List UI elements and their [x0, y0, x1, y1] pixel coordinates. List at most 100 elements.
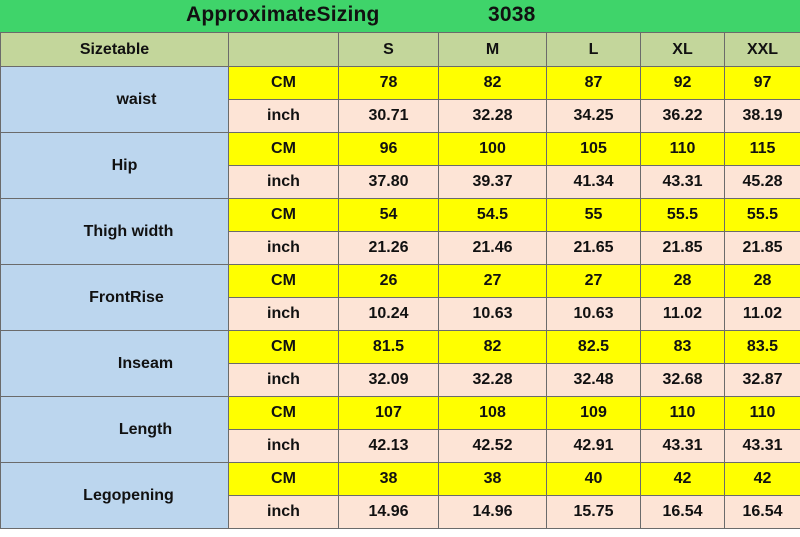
cm-value-cell: 55.5	[640, 198, 725, 232]
cm-value-cell: 82	[438, 330, 547, 364]
unit-inch-label: inch	[228, 495, 339, 529]
measurement-name-cell: Thigh width	[0, 198, 229, 265]
cm-value-cell: 87	[546, 66, 641, 100]
inch-value-cell: 41.34	[546, 165, 641, 199]
inch-value-cell: 43.31	[724, 429, 800, 463]
inch-value-cell: 36.22	[640, 99, 725, 133]
cm-value-cell: 107	[338, 396, 439, 430]
measurement-name-cell: Hip	[0, 132, 229, 199]
header-row: Sizetable S M L XL XXL	[0, 32, 800, 67]
unit-inch-label: inch	[228, 363, 339, 397]
inch-row: inch 10.24 10.63 10.63 11.02 11.02	[1, 297, 800, 331]
inch-value-cell: 32.87	[724, 363, 800, 397]
unit-inch-label: inch	[228, 99, 339, 133]
inch-value-cell: 21.65	[546, 231, 641, 265]
cm-value-cell: 108	[438, 396, 547, 430]
cm-value-cell: 27	[438, 264, 547, 298]
style-code: 3038	[488, 3, 536, 26]
unit-cm-label: CM	[228, 132, 339, 166]
measurement-name: Length	[118, 420, 173, 438]
inch-value-cell: 39.37	[438, 165, 547, 199]
cm-value-cell: 55	[546, 198, 641, 232]
inch-value-cell: 42.52	[438, 429, 547, 463]
cm-row: Thigh width CM 54 54.5 55 55.5 55.5	[0, 198, 800, 265]
inch-value-cell: 11.02	[724, 297, 800, 331]
cm-value-cell: 54.5	[438, 198, 547, 232]
inch-value-cell: 11.02	[640, 297, 725, 331]
cm-row: Inseam CM 81.5 82 82.5 83 83.5	[0, 330, 800, 397]
size-xxl-header: XXL	[724, 32, 800, 67]
cm-value-cell: 54	[338, 198, 439, 232]
cm-value-cell: 55.5	[724, 198, 800, 232]
inch-value-cell: 45.28	[724, 165, 800, 199]
cm-row: FrontRise CM 26 27 27 28 28	[0, 264, 800, 331]
measurement-name-cell: Legopening	[0, 462, 229, 529]
unit-inch-label: inch	[228, 165, 339, 199]
measurement-name: Legopening	[83, 486, 174, 504]
size-xl-header: XL	[640, 32, 725, 67]
cm-value-cell: 26	[338, 264, 439, 298]
size-m-header: M	[438, 32, 547, 67]
unit-cm-label: CM	[228, 396, 339, 430]
measurement-name-cell: Length	[0, 396, 229, 463]
unit-inch-label: inch	[228, 429, 339, 463]
inch-value-cell: 21.26	[338, 231, 439, 265]
inch-value-cell: 14.96	[338, 495, 439, 529]
size-table: Sizetable S M L XL XXL waist CM 78 82 87 92 97…	[0, 32, 800, 529]
cm-value-cell: 42	[724, 462, 800, 496]
unit-cm-label: CM	[228, 330, 339, 364]
cm-value-cell: 82	[438, 66, 547, 100]
cm-value-cell: 78	[338, 66, 439, 100]
inch-value-cell: 32.28	[438, 363, 547, 397]
header-unit	[228, 32, 339, 67]
cm-value-cell: 40	[546, 462, 641, 496]
size-l-header: L	[546, 32, 641, 67]
inch-value-cell: 42.13	[338, 429, 439, 463]
cm-row: Legopening CM 38 38 40 42 42	[0, 462, 800, 529]
inch-value-cell: 32.09	[338, 363, 439, 397]
inch-value-cell: 21.85	[724, 231, 800, 265]
cm-value-cell: 28	[640, 264, 725, 298]
inch-value-cell: 21.46	[438, 231, 547, 265]
cm-value-cell: 42	[640, 462, 725, 496]
inch-value-cell: 10.63	[546, 297, 641, 331]
title-bar: ApproximateSizing 3038	[0, 0, 800, 32]
inch-value-cell: 43.31	[640, 165, 725, 199]
measurement-name: Inseam	[117, 354, 174, 372]
measurement-name: Hip	[111, 156, 138, 174]
cm-value-cell: 110	[640, 132, 725, 166]
inch-value-cell: 14.96	[438, 495, 547, 529]
cm-value-cell: 83	[640, 330, 725, 364]
cm-row: Hip CM 96 100 105 110 115	[0, 132, 800, 199]
inch-value-cell: 32.48	[546, 363, 641, 397]
inch-row: inch 42.13 42.52 42.91 43.31 43.31	[1, 429, 800, 463]
inch-value-cell: 32.28	[438, 99, 547, 133]
unit-cm-label: CM	[228, 462, 339, 496]
inch-value-cell: 34.25	[546, 99, 641, 133]
unit-cm-label: CM	[228, 198, 339, 232]
inch-value-cell: 21.85	[640, 231, 725, 265]
unit-inch-label: inch	[228, 297, 339, 331]
cm-value-cell: 115	[724, 132, 800, 166]
unit-cm-label: CM	[228, 264, 339, 298]
unit-cm-label: CM	[228, 66, 339, 100]
cm-value-cell: 38	[438, 462, 547, 496]
inch-row: inch 37.80 39.37 41.34 43.31 45.28	[1, 165, 800, 199]
inch-value-cell: 16.54	[724, 495, 800, 529]
measurement-name-cell: FrontRise	[0, 264, 229, 331]
inch-value-cell: 37.80	[338, 165, 439, 199]
size-s-header: S	[338, 32, 439, 67]
cm-value-cell: 100	[438, 132, 547, 166]
header-label: Sizetable	[0, 32, 229, 67]
unit-inch-label: inch	[228, 231, 339, 265]
inch-value-cell: 15.75	[546, 495, 641, 529]
cm-value-cell: 110	[724, 396, 800, 430]
inch-value-cell: 16.54	[640, 495, 725, 529]
cm-value-cell: 96	[338, 132, 439, 166]
measurement-name-cell: waist	[0, 66, 229, 133]
cm-value-cell: 28	[724, 264, 800, 298]
inch-value-cell: 10.63	[438, 297, 547, 331]
cm-value-cell: 110	[640, 396, 725, 430]
measurement-name: waist	[116, 90, 157, 108]
inch-row: inch 14.96 14.96 15.75 16.54 16.54	[1, 495, 800, 529]
